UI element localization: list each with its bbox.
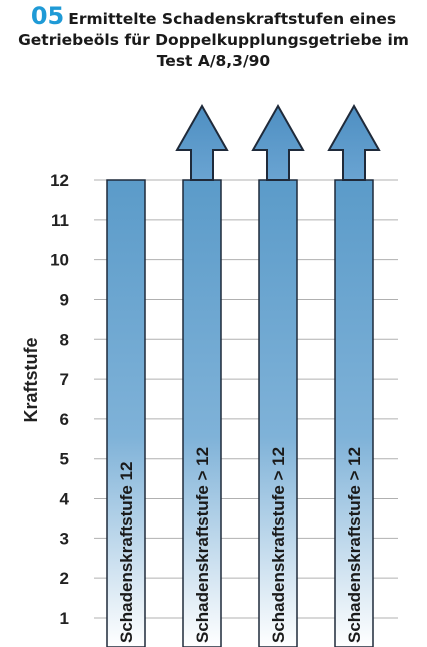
y-tick-label: 2 — [60, 569, 69, 588]
bar-label: Schadenskraftstufe > 12 — [269, 447, 288, 643]
caption-line-1: 05 Ermittelte Schadenskraftstufen eines — [0, 4, 427, 30]
caption-line-3: Test A/8,3/90 — [156, 52, 271, 70]
y-tick-label: 5 — [60, 450, 69, 469]
bar — [258, 179, 298, 647]
bars: Schadenskraftstufe 12 Schadenskraftstufe … — [106, 103, 381, 647]
bar — [334, 179, 374, 647]
figure-caption: 05 Ermittelte Schadenskraftstufen eines G… — [0, 4, 427, 72]
y-tick-label: 6 — [60, 410, 69, 429]
y-tick-label: 11 — [51, 211, 69, 230]
bar — [182, 179, 222, 647]
bar-label: Schadenskraftstufe 12 — [117, 462, 136, 643]
y-axis-label: Kraftstufe — [21, 337, 41, 422]
y-tick-label: 12 — [50, 171, 69, 190]
y-tick-label: 1 — [60, 609, 69, 628]
caption-text-1: Ermittelte Schadenskraftstufen eines — [68, 10, 397, 28]
y-tick-label: 9 — [60, 290, 69, 309]
y-tick-label: 7 — [60, 370, 69, 389]
y-tick-label: 4 — [60, 490, 70, 509]
y-tick-label: 8 — [60, 330, 69, 349]
exceeds-scale-arrow-icon — [251, 103, 305, 181]
exceeds-scale-arrow-icon — [175, 103, 229, 181]
bar-label: Schadenskraftstufe > 12 — [345, 447, 364, 643]
bar-label: Schadenskraftstufe > 12 — [193, 447, 212, 643]
figure-number: 05 — [30, 2, 65, 30]
y-tick-label: 10 — [50, 251, 69, 270]
caption-line-2: Getriebeöls für Doppelkupplungsgetriebe … — [18, 31, 409, 49]
y-tick-label: 3 — [60, 529, 69, 548]
exceeds-scale-arrow-icon — [327, 103, 381, 181]
bar — [106, 179, 146, 647]
